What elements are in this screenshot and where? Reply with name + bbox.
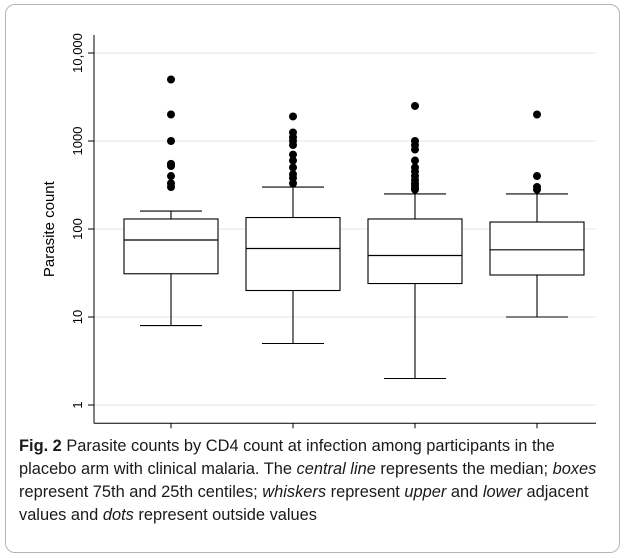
figure-caption: Fig. 2 Parasite counts by CD4 count at i…	[19, 435, 613, 527]
iqr-box	[489, 221, 585, 276]
outlier-dot	[533, 185, 541, 194]
y-tick-label: 1000	[70, 127, 85, 156]
y-tick-label: 10	[70, 310, 85, 324]
outlier-dot	[167, 172, 175, 181]
outlier-dot	[411, 101, 419, 110]
outlier-dot	[533, 172, 541, 181]
caption-run: represents the median;	[375, 460, 553, 478]
caption-text: Parasite counts by CD4 count at infectio…	[19, 437, 596, 524]
y-tick-label: 10,000	[70, 33, 85, 73]
figure-label: Fig. 2	[19, 437, 62, 455]
iqr-box	[245, 216, 341, 292]
caption-run: represent outside values	[133, 506, 317, 524]
outlier-dot	[167, 183, 175, 192]
caption-run: dots	[102, 506, 134, 524]
outlier-dot	[289, 163, 297, 172]
outlier-dot	[411, 145, 419, 154]
caption-run: lower	[482, 483, 522, 501]
outlier-dot	[411, 185, 419, 194]
iqr-box	[123, 218, 219, 275]
caption-run: and	[446, 483, 483, 501]
caption-run: upper	[404, 483, 447, 501]
caption-run: whiskers	[262, 483, 327, 501]
caption-run: Parasite counts by CD4 count at infectio…	[19, 437, 555, 478]
outlier-dot	[289, 150, 297, 159]
y-tick-label: 100	[70, 218, 85, 240]
outlier-dot	[167, 161, 175, 170]
caption-run: central line	[296, 460, 376, 478]
outlier-dot	[167, 137, 175, 145]
caption-run: represent	[326, 483, 405, 501]
y-tick-label: 1	[70, 401, 85, 408]
outlier-dot	[289, 179, 297, 188]
outlier-dot	[289, 141, 297, 150]
outlier-dot	[533, 110, 541, 119]
outlier-dot	[167, 75, 175, 84]
y-axis-label: Parasite count	[41, 180, 58, 277]
outlier-dot	[289, 112, 297, 121]
caption-run: adjacent values and	[19, 483, 589, 524]
caption-run: represent 75th and 25th centiles;	[19, 483, 263, 501]
outlier-dot	[167, 110, 175, 119]
iqr-box	[367, 218, 463, 285]
caption-run: boxes	[552, 460, 597, 478]
outlier-dot	[289, 156, 297, 165]
outlier-dot	[411, 156, 419, 165]
